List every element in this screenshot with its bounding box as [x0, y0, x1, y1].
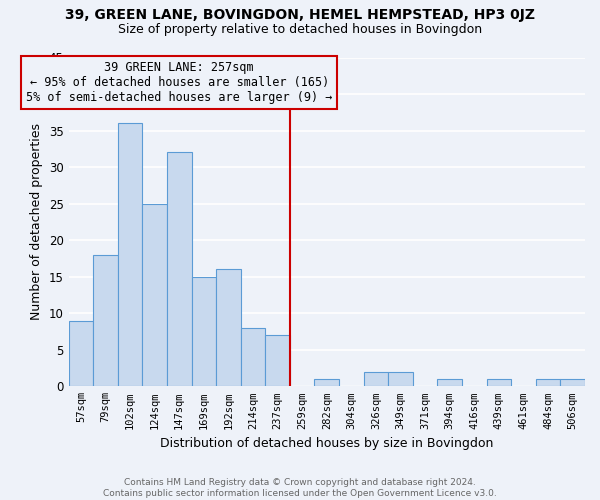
Bar: [265, 335, 290, 386]
Text: Contains HM Land Registry data © Crown copyright and database right 2024.
Contai: Contains HM Land Registry data © Crown c…: [103, 478, 497, 498]
Bar: [560, 379, 585, 386]
Y-axis label: Number of detached properties: Number of detached properties: [30, 124, 43, 320]
Bar: [167, 152, 191, 386]
Bar: [216, 270, 241, 386]
Text: Size of property relative to detached houses in Bovingdon: Size of property relative to detached ho…: [118, 22, 482, 36]
Bar: [388, 372, 413, 386]
Bar: [437, 379, 462, 386]
X-axis label: Distribution of detached houses by size in Bovingdon: Distribution of detached houses by size …: [160, 437, 493, 450]
Bar: [68, 320, 93, 386]
Bar: [314, 379, 339, 386]
Bar: [118, 124, 142, 386]
Bar: [536, 379, 560, 386]
Bar: [93, 255, 118, 386]
Bar: [487, 379, 511, 386]
Text: 39 GREEN LANE: 257sqm
← 95% of detached houses are smaller (165)
5% of semi-deta: 39 GREEN LANE: 257sqm ← 95% of detached …: [26, 61, 332, 104]
Bar: [142, 204, 167, 386]
Text: 39, GREEN LANE, BOVINGDON, HEMEL HEMPSTEAD, HP3 0JZ: 39, GREEN LANE, BOVINGDON, HEMEL HEMPSTE…: [65, 8, 535, 22]
Bar: [364, 372, 388, 386]
Bar: [191, 276, 216, 386]
Bar: [241, 328, 265, 386]
